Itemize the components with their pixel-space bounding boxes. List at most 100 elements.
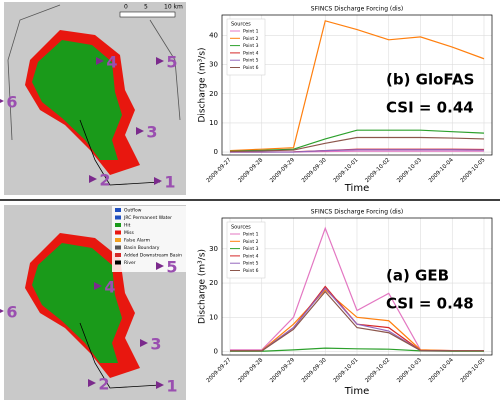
x-tick-label: 2009-09-27 [206,157,233,184]
legend-title: Sources [231,22,251,28]
legend-swatch [115,223,121,227]
x-tick-label: 2009-10-01 [333,357,360,384]
point-marker [136,127,144,135]
point-marker [156,381,164,389]
x-tick-label: 2009-09-29 [269,157,296,184]
legend-label: Point 6 [243,268,259,274]
y-tick-label: 10 [209,313,218,321]
legend-label: Point 4 [243,50,259,56]
legend-label: Point 1 [243,29,259,35]
y-tick-label: 10 [209,119,218,127]
point-marker [140,339,148,347]
legend-label: Point 5 [243,261,259,267]
chart-title: SFINCS Discharge Forcing (dis) [311,209,403,216]
legend-swatch [115,208,121,212]
chart-title: SFINCS Discharge Forcing (dis) [311,6,403,13]
legend-label: Miss [124,230,134,236]
y-axis-label: Discharge (m³/s) [198,249,208,324]
legend-swatch [115,253,121,257]
legend-label: River [124,260,136,266]
legend-label: False Alarm [124,238,150,244]
y-tick-label: 0 [214,148,218,156]
x-tick-label: 2009-10-05 [460,357,487,384]
x-tick-label: 2009-10-02 [364,157,391,184]
series-line [229,20,485,152]
legend-label: Point 6 [243,65,259,71]
legend-swatch [115,230,121,235]
legend-label: Point 4 [243,253,259,259]
legend-label: Outflow [124,208,142,214]
point-label: 1 [164,173,175,192]
point-label: 3 [146,123,157,142]
x-tick-label: 2009-10-03 [396,157,423,184]
legend-label: Point 5 [243,58,259,64]
point-marker [156,262,164,270]
point-label: 6 [6,93,17,112]
annotation: CSI = 0.44 [386,99,474,117]
legend-label: Point 2 [243,36,259,42]
legend-box [226,221,266,279]
y-tick-label: 0 [214,348,218,356]
y-tick-label: 30 [209,245,218,253]
annotation: (a) GEB [386,267,449,285]
series-line [230,149,485,153]
x-tick-label: 2009-09-27 [206,357,233,384]
x-tick-label: 2009-09-29 [269,357,296,384]
legend-swatch [115,215,121,220]
legend-title: Sources [231,225,251,231]
legend-label: Point 1 [243,232,259,238]
point-label: 2 [99,171,110,190]
map-bottom [4,205,186,400]
point-marker [0,309,4,313]
point-label: 6 [6,303,17,322]
point-marker [156,57,164,65]
point-label: 5 [166,258,177,277]
annotation: (b) GloFAS [386,71,474,89]
point-marker [0,99,4,103]
y-tick-label: 20 [209,279,218,287]
x-tick-label: 2009-09-28 [237,357,264,384]
point-marker [89,175,97,183]
x-tick-label: 2009-10-04 [428,357,455,384]
x-tick-label: 2009-09-30 [301,157,328,184]
plot-frame [221,217,493,356]
legend-box [226,18,266,76]
point-label: 1 [166,377,177,396]
x-tick-label: 2009-09-28 [237,157,264,184]
point-label: 3 [150,335,161,354]
y-tick-label: 40 [209,31,218,39]
legend-label: JRC Permanent Water [123,215,172,221]
legend-label: Added Downstream Basin [124,253,182,259]
x-tick-label: 2009-10-01 [333,157,360,184]
y-tick-label: 30 [209,61,218,69]
scale-label: 0 [124,4,128,11]
legend-swatch [115,260,121,265]
y-tick-label: 20 [209,90,218,98]
point-marker [154,177,162,185]
series-line [229,129,485,152]
point-marker [96,57,104,65]
scale-label: 10 km [164,4,183,11]
point-label: 4 [104,278,115,297]
series-line [229,136,485,153]
x-tick-label: 2009-10-05 [460,157,487,184]
x-axis-label: Time [344,183,369,194]
point-label: 5 [166,53,177,72]
point-label: 2 [98,375,109,394]
x-tick-label: 2009-09-30 [301,357,328,384]
x-tick-label: 2009-10-04 [428,157,455,184]
point-marker [88,379,96,387]
legend-label: Point 3 [243,246,259,252]
annotation: CSI = 0.48 [386,295,474,313]
x-axis-label: Time [344,386,369,397]
series-line [230,290,484,352]
point-marker [94,282,102,290]
x-tick-label: 2009-10-02 [364,357,391,384]
y-axis-label: Discharge (m³/s) [198,47,208,122]
legend-swatch [115,245,121,250]
x-tick-label: 2009-10-03 [396,357,423,384]
map-top [4,2,186,195]
legend-swatch [115,238,121,242]
plot-frame [221,14,493,156]
